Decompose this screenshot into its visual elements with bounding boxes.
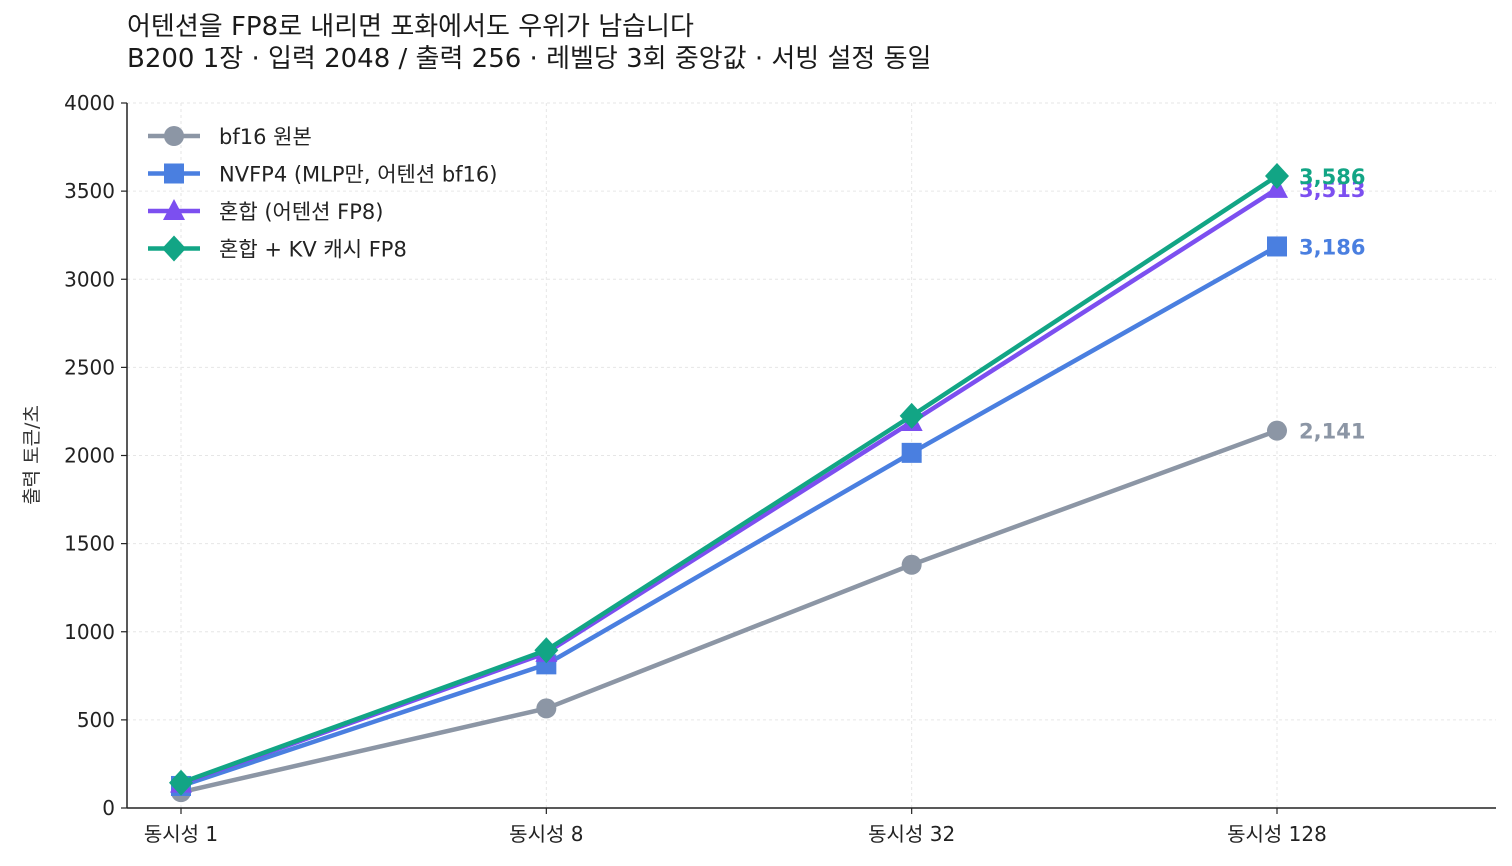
series-line xyxy=(178,186,1280,786)
y-tick-label: 0 xyxy=(102,796,115,820)
series-2: 3,186 xyxy=(171,235,1365,796)
x-tick-label: 동시성 32 xyxy=(868,822,955,846)
y-tick-label: 2000 xyxy=(64,444,115,468)
data-point xyxy=(536,698,557,719)
legend-item: bf16 원본 xyxy=(148,125,312,149)
legend-item: 혼합 (어텐션 FP8) xyxy=(148,199,383,224)
series-line xyxy=(178,244,1280,789)
y-tick-label: 2500 xyxy=(64,355,115,379)
series-1: 2,141 xyxy=(171,420,1365,803)
end-value-label: 3,586 xyxy=(1299,165,1365,189)
grid-lines xyxy=(127,102,1496,809)
legend-marker xyxy=(162,235,186,262)
y-tick-label: 500 xyxy=(77,708,115,732)
y-tick-label: 4000 xyxy=(64,91,115,115)
x-tick-label: 동시성 8 xyxy=(509,822,583,846)
series-3: 3,513 xyxy=(170,176,1365,793)
x-ticks: 동시성 1 동시성 8 동시성 32 동시성 128 xyxy=(144,808,1327,846)
legend-item: 혼합 + KV 캐시 FP8 xyxy=(148,235,407,262)
legend-marker xyxy=(164,163,184,184)
series-line xyxy=(178,428,1280,795)
legend-marker xyxy=(164,126,184,146)
y-axis-label: 출력 토큰/초 xyxy=(21,405,43,505)
legend-item: NVFP4 (MLP만, 어텐션 bf16) xyxy=(148,163,497,187)
legend-label: 혼합 + KV 캐시 FP8 xyxy=(219,238,407,262)
y-tick-label: 1500 xyxy=(64,532,115,556)
end-value-label: 3,186 xyxy=(1299,235,1365,259)
chart-title: 어텐션을 FP8로 내리면 포화에서도 우위가 남습니다 xyxy=(127,12,694,42)
series-4: 3,586 xyxy=(169,162,1365,796)
end-value-label: 3,513 xyxy=(1299,178,1365,202)
data-point xyxy=(1267,420,1287,441)
chart-subtitle: B200 1장 · 입력 2048 / 출력 256 · 레벨당 3회 중앙값 … xyxy=(127,44,932,74)
end-value-label: 2,141 xyxy=(1299,420,1365,444)
legend-marker xyxy=(163,199,185,220)
y-ticks: 0 500 1000 1500 2000 2500 3000 3500 4000 xyxy=(64,91,127,820)
data-point xyxy=(1265,162,1289,189)
data-point xyxy=(901,442,922,463)
x-tick-label: 동시성 128 xyxy=(1227,822,1327,846)
series-line xyxy=(178,173,1280,786)
y-tick-label: 3500 xyxy=(64,179,115,203)
data-point xyxy=(1267,236,1287,257)
data-point xyxy=(901,554,922,575)
legend: bf16 원본 NVFP4 (MLP만, 어텐션 bf16) 혼합 (어텐션 FP8… xyxy=(148,125,497,262)
data-point xyxy=(169,769,193,796)
data-point xyxy=(899,402,924,429)
y-tick-label: 3000 xyxy=(64,267,115,291)
y-tick-label: 1000 xyxy=(64,620,115,644)
x-tick-label: 동시성 1 xyxy=(144,822,218,846)
legend-label: NVFP4 (MLP만, 어텐션 bf16) xyxy=(219,163,497,187)
data-point xyxy=(534,637,559,664)
legend-label: bf16 원본 xyxy=(219,125,312,149)
legend-label: 혼합 (어텐션 FP8) xyxy=(219,200,383,224)
